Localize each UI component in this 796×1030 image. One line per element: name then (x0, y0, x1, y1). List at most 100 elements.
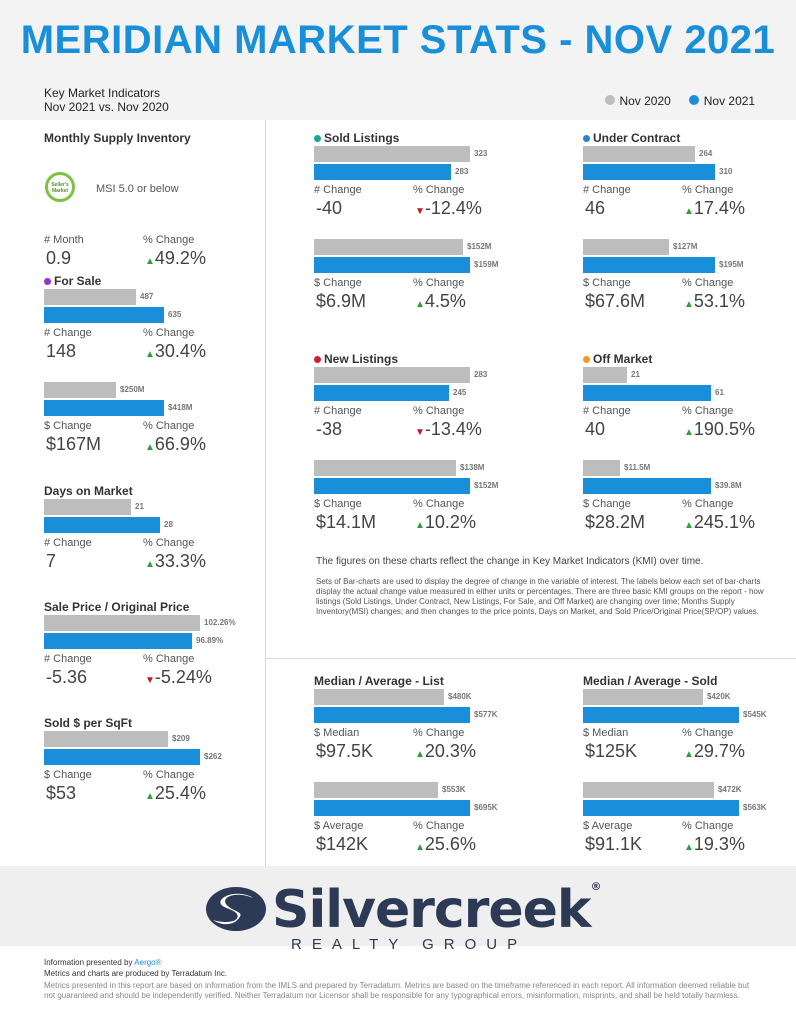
metric-value: $167M (46, 434, 102, 454)
bar-label-nov-2021: $695K (474, 803, 498, 812)
bar-label-nov-2020: $209 (172, 734, 190, 743)
bar-label-nov-2021: 28 (164, 520, 173, 529)
metric-label: % Change (413, 184, 465, 196)
bar-label-nov-2020: 102.26% (204, 618, 236, 627)
metric-value: ▲25.4% (145, 783, 206, 803)
bar-label-nov-2020: 21 (135, 502, 144, 511)
metric-value: ▲66.9% (145, 434, 206, 454)
up-arrow-icon: ▲ (145, 559, 155, 570)
legend-label-2020: Nov 2020 (619, 94, 671, 108)
metric-value: ▼-5.24% (145, 667, 212, 687)
section-title: Off Market (583, 352, 652, 366)
up-arrow-icon: ▲ (684, 749, 694, 760)
bar-label-nov-2021: $577K (474, 710, 498, 719)
metric-label: # Change (44, 537, 92, 549)
aergo-link[interactable]: Aergo® (134, 958, 162, 967)
metric-value: $97.5K (316, 741, 374, 761)
footer-presented: Information presented by Aergo® (44, 958, 162, 967)
bar-label-nov-2021: 245 (453, 388, 467, 397)
registered-mark: ® (590, 880, 602, 893)
down-arrow-icon: ▼ (415, 206, 425, 217)
metric-value: -38 (316, 419, 343, 439)
silvercreek-logo-mark-icon (206, 887, 266, 931)
metric-value: ▲19.3% (684, 834, 745, 854)
bar-nov-2020 (583, 146, 695, 162)
bar-nov-2021 (583, 707, 739, 723)
metric-label: % Change (682, 820, 734, 832)
legend-label-2021: Nov 2021 (703, 94, 756, 108)
bar-label-nov-2021: $159M (474, 260, 499, 269)
metric-value: ▲17.4% (684, 198, 745, 218)
msi-value-month: 0.9 (46, 248, 72, 268)
legend-swatch-2020 (605, 95, 615, 105)
bar-nov-2020 (583, 367, 627, 383)
up-arrow-icon: ▲ (415, 520, 425, 531)
metric-label: # Change (314, 405, 362, 417)
header-line-1: Key Market Indicators (44, 86, 161, 100)
section-title: New Listings (314, 352, 398, 366)
badge-line-1: Seller's (51, 182, 69, 188)
metric-value: 148 (46, 341, 77, 361)
metric-label: $ Change (44, 420, 92, 432)
msi-text: MSI 5.0 or below (96, 183, 179, 195)
bar-nov-2021 (44, 749, 200, 765)
logo-band (0, 866, 796, 946)
badge-line-2: Market (51, 188, 69, 194)
up-arrow-icon: ▲ (684, 427, 694, 438)
up-arrow-icon: ▲ (684, 842, 694, 853)
metric-value: ▲53.1% (684, 291, 745, 311)
metric-value: ▲4.5% (415, 291, 466, 311)
bar-nov-2020 (314, 239, 463, 255)
bar-label-nov-2021: $545K (743, 710, 767, 719)
metric-label: # Change (583, 184, 631, 196)
bar-label-nov-2021: $152M (474, 481, 499, 490)
metric-label: $ Change (583, 277, 631, 289)
up-arrow-icon: ▲ (415, 842, 425, 853)
metric-value: $14.1M (316, 512, 377, 532)
metric-value: ▼-12.4% (415, 198, 482, 218)
metric-label: % Change (413, 405, 465, 417)
down-arrow-icon: ▼ (415, 427, 425, 438)
bar-nov-2020 (314, 782, 438, 798)
metric-value: ▲29.7% (684, 741, 745, 761)
metric-label: % Change (413, 498, 465, 510)
msi-value-pct: ▲49.2% (145, 248, 206, 268)
bar-label-nov-2020: $472K (718, 785, 742, 794)
metric-value: $28.2M (585, 512, 646, 532)
bar-label-nov-2020: $553K (442, 785, 466, 794)
bar-label-nov-2020: $127M (673, 242, 698, 251)
metric-value: $6.9M (316, 291, 367, 311)
section-dot-icon (44, 278, 51, 286)
metric-value: -5.36 (46, 667, 88, 687)
metric-value: 40 (585, 419, 606, 439)
section-title: Median / Average - List (314, 674, 444, 688)
msi-label-pct: % Change (143, 234, 195, 246)
metric-value: ▲20.3% (415, 741, 476, 761)
column-divider (265, 120, 266, 866)
metric-label: $ Change (583, 498, 631, 510)
up-arrow-icon: ▲ (145, 442, 155, 453)
bar-label-nov-2021: 310 (719, 167, 733, 176)
bar-label-nov-2021: $195M (719, 260, 744, 269)
section-dot-icon (583, 356, 590, 364)
footer-produced: Metrics and charts are produced by Terra… (44, 969, 228, 978)
metric-label: % Change (413, 277, 465, 289)
metric-label: % Change (143, 420, 195, 432)
metric-label: $ Average (314, 820, 364, 832)
up-arrow-icon: ▲ (684, 206, 694, 217)
metric-label: $ Average (583, 820, 633, 832)
down-arrow-icon: ▼ (145, 675, 155, 686)
sellers-market-badge: Seller's Market (45, 172, 75, 202)
bar-nov-2021 (314, 800, 470, 816)
metric-value: $67.6M (585, 291, 646, 311)
bar-label-nov-2021: $563K (743, 803, 767, 812)
msi-title: Monthly Supply Inventory (44, 131, 191, 145)
metric-value: $142K (316, 834, 369, 854)
metric-value: -40 (316, 198, 343, 218)
metric-value: ▲245.1% (684, 512, 755, 532)
bar-label-nov-2020: 283 (474, 370, 488, 379)
metric-value: ▼-13.4% (415, 419, 482, 439)
bar-label-nov-2020: $420K (707, 692, 731, 701)
section-title: Sold $ per SqFt (44, 716, 133, 730)
section-dot-icon (583, 135, 590, 143)
